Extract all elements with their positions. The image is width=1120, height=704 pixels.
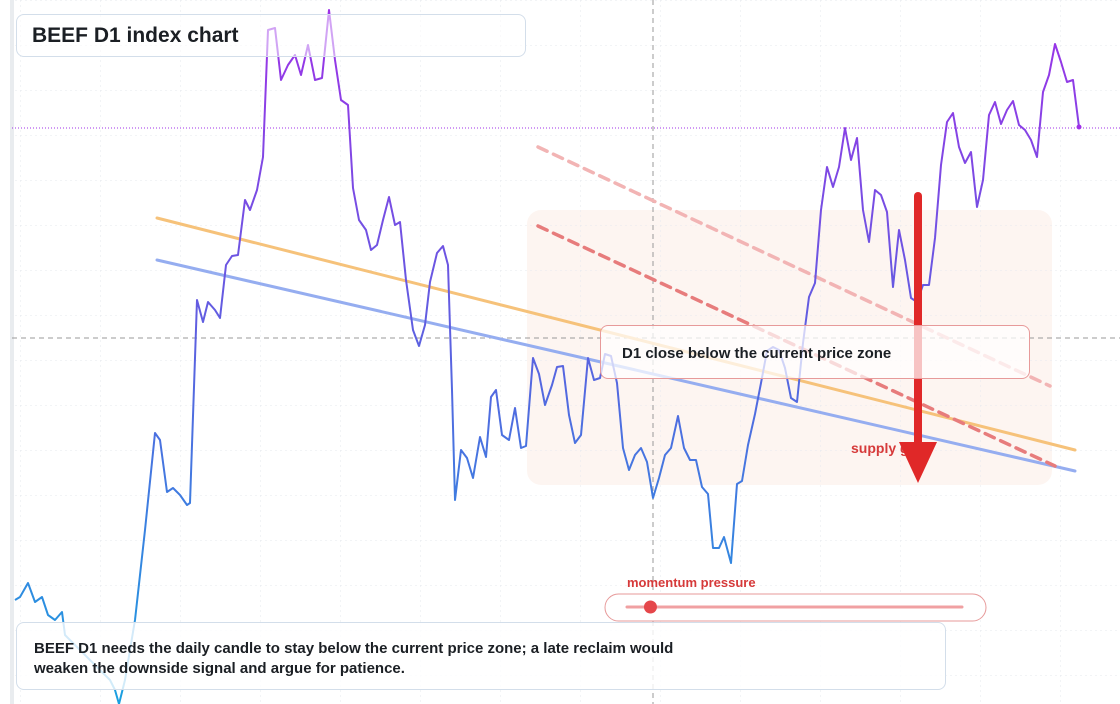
- callout-text: D1 close below the current price zone: [622, 345, 892, 362]
- last-point: [1076, 124, 1082, 130]
- arrow-head: [899, 442, 937, 483]
- trend-line: [536, 224, 1057, 468]
- price-line: [14, 9, 1080, 704]
- callout: D1 close below the current price zone: [600, 325, 1030, 379]
- gauge-label: momentum pressure: [627, 575, 756, 590]
- title-box: BEEF D1 index chart: [16, 14, 526, 57]
- gauge-knob: [643, 600, 657, 614]
- note-text: BEEF D1 needs the daily candle to stay b…: [34, 640, 674, 677]
- note-box: BEEF D1 needs the daily candle to stay b…: [16, 622, 946, 690]
- trend-line: [536, 145, 1052, 388]
- chart-title: BEEF D1 index chart: [32, 24, 239, 47]
